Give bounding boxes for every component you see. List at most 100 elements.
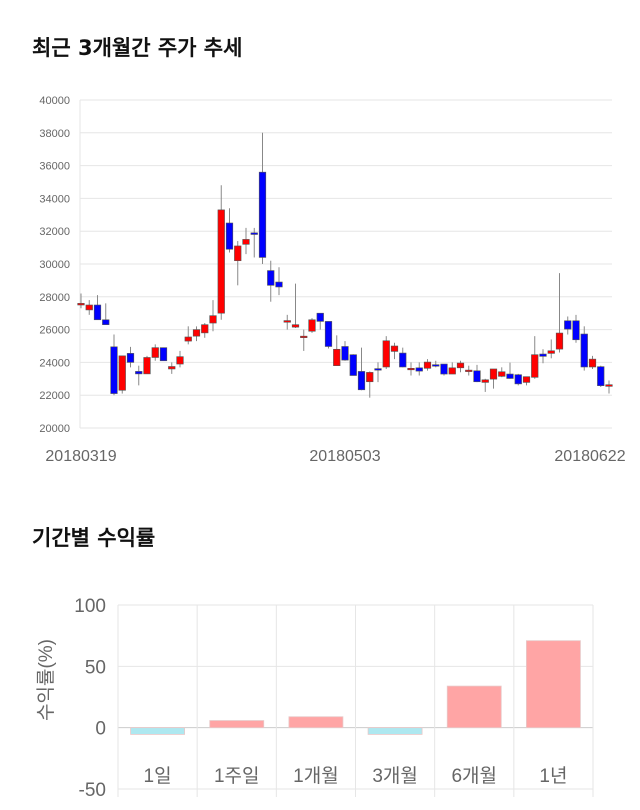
candle xyxy=(275,267,283,296)
y-tick-label: 22000 xyxy=(39,390,70,402)
candle xyxy=(349,354,357,376)
candle xyxy=(597,365,605,387)
candle-body xyxy=(209,315,217,324)
candle-body xyxy=(118,355,126,391)
candle xyxy=(506,362,514,379)
candle xyxy=(588,355,597,369)
candle xyxy=(547,339,555,359)
candle xyxy=(605,380,613,394)
candle-body xyxy=(539,353,547,357)
candle xyxy=(126,346,135,368)
candle-body xyxy=(605,384,613,387)
y-tick-label: 100 xyxy=(74,596,106,617)
candle-body xyxy=(250,232,258,235)
candle-body xyxy=(110,346,118,394)
candle-body xyxy=(498,371,506,377)
candle xyxy=(291,283,300,328)
candle-body xyxy=(580,333,588,368)
candle xyxy=(85,300,93,315)
candle xyxy=(432,360,440,368)
candle-body xyxy=(168,366,176,370)
bar-4 xyxy=(446,685,502,729)
candle xyxy=(456,360,465,373)
candle xyxy=(118,355,126,394)
bar-2 xyxy=(288,716,344,729)
x-tick-label: 1년 xyxy=(539,765,567,787)
candle-body xyxy=(407,368,415,371)
candle xyxy=(555,273,564,353)
candle-body xyxy=(382,340,390,368)
candle xyxy=(382,336,390,369)
candle xyxy=(522,376,531,386)
candle-body xyxy=(102,319,110,325)
candle-body xyxy=(357,371,366,391)
candlestick-chart: 20000 22000 24000 26000 28000 30000 32000 34000… xyxy=(39,95,625,465)
candle-body xyxy=(522,376,531,383)
candle-body xyxy=(588,358,597,368)
x-tick-label: 1개월 xyxy=(293,765,339,787)
candle xyxy=(77,293,85,309)
candle-body xyxy=(93,304,102,321)
candle-body xyxy=(349,354,357,376)
candle xyxy=(217,185,225,320)
candle-body xyxy=(85,304,93,311)
candle xyxy=(415,362,423,376)
candle xyxy=(465,365,473,376)
x-tick-label: 6개월 xyxy=(451,765,497,787)
stock-trend-title: 최근 3개월간 주가 추세 xyxy=(32,36,243,60)
candle-body xyxy=(448,367,456,375)
candle xyxy=(168,362,176,374)
candle xyxy=(399,347,407,368)
candle xyxy=(110,334,118,396)
candle-body xyxy=(217,209,225,314)
y-tick-label: 30000 xyxy=(39,259,70,271)
candle xyxy=(448,362,456,375)
candle-body xyxy=(374,368,382,371)
candle xyxy=(93,295,102,321)
candle xyxy=(258,132,267,264)
y-tick-label: 20000 xyxy=(39,423,70,435)
y-axis-label: 수익률(%) xyxy=(35,639,57,721)
candle-body xyxy=(564,320,572,330)
x-tick-label: 20180319 xyxy=(45,448,116,465)
x-tick-label: 1일 xyxy=(144,765,172,787)
candle-body xyxy=(151,347,159,358)
candle xyxy=(316,312,324,330)
candle xyxy=(184,326,192,345)
candle-body xyxy=(555,332,564,350)
candle xyxy=(267,260,275,302)
candle-body xyxy=(283,320,291,323)
candle xyxy=(514,373,522,386)
y-tick-label: 40000 xyxy=(39,95,70,107)
candle-body xyxy=(234,245,242,262)
candle-body xyxy=(176,356,184,365)
x-tick-label: 20180503 xyxy=(309,448,380,465)
candle-body xyxy=(77,303,85,306)
candle-body xyxy=(126,353,135,363)
candle xyxy=(366,371,374,398)
candle xyxy=(159,347,168,362)
candle xyxy=(234,241,242,286)
candle-body xyxy=(300,335,308,338)
candle xyxy=(390,342,399,360)
candle-body xyxy=(423,361,432,369)
candle-body xyxy=(159,347,168,362)
candle-body xyxy=(597,366,605,386)
y-tick-label: -50 xyxy=(79,780,106,801)
bar-0 xyxy=(130,727,185,735)
candle-body xyxy=(225,222,234,250)
candle-body xyxy=(135,371,143,375)
candle xyxy=(300,329,308,351)
y-tick-label: 0 xyxy=(95,719,106,740)
candle-body xyxy=(489,368,498,380)
candle xyxy=(341,341,349,361)
x-tick-label: 20180622 xyxy=(554,448,625,465)
candle xyxy=(151,344,159,361)
y-tick-label: 28000 xyxy=(39,292,70,304)
candle xyxy=(308,318,316,333)
candle xyxy=(564,316,572,335)
candle-body xyxy=(481,379,489,383)
candle xyxy=(176,350,184,368)
candle xyxy=(192,326,201,342)
candle-body xyxy=(308,319,316,332)
